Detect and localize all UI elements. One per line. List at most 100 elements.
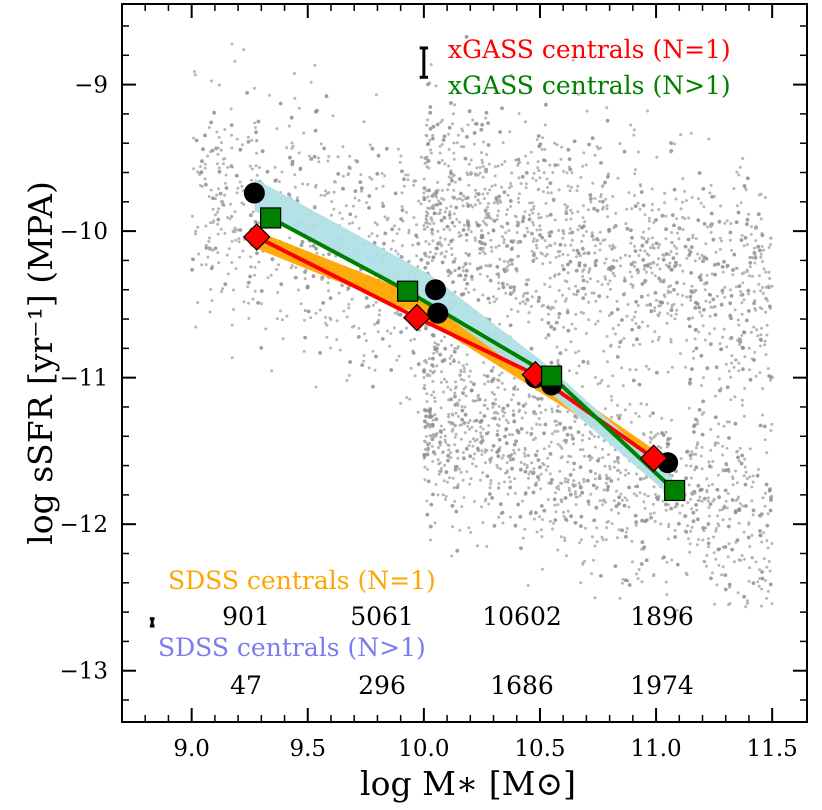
bg-point (290, 141, 294, 145)
bg-point (443, 210, 447, 214)
bg-point (737, 459, 741, 463)
bg-point (448, 476, 451, 480)
bg-point (622, 149, 627, 154)
bg-point (438, 240, 442, 244)
bg-point (486, 231, 490, 235)
bg-point (616, 403, 619, 407)
bg-point (290, 146, 294, 150)
bg-point (567, 287, 571, 291)
bg-point (360, 363, 365, 367)
bg-point (630, 235, 634, 240)
bg-point (767, 374, 772, 378)
bg-point (667, 522, 671, 526)
bg-point (664, 263, 668, 267)
bg-point (563, 203, 567, 207)
bg-point (431, 371, 435, 375)
bg-point (254, 126, 257, 130)
bg-point (720, 573, 724, 577)
bg-point (532, 258, 536, 262)
bg-point (408, 397, 412, 401)
bg-point (371, 384, 375, 389)
bg-point (191, 257, 195, 262)
bg-point (498, 130, 502, 134)
bg-point (636, 150, 640, 154)
bg-point (249, 265, 253, 269)
bg-point (467, 290, 471, 294)
bg-point (254, 130, 258, 135)
bg-point (480, 158, 484, 162)
bg-point (675, 608, 679, 612)
bg-point (500, 185, 504, 189)
bg-point (238, 147, 243, 152)
bg-point (428, 369, 432, 373)
bg-point (557, 316, 561, 319)
bg-point (532, 517, 536, 521)
bg-point (751, 581, 756, 585)
bg-point (768, 277, 772, 280)
bg-point (532, 467, 536, 471)
bg-point (751, 274, 754, 278)
bg-point (647, 367, 651, 371)
bg-point (594, 505, 599, 510)
bg-point (423, 478, 427, 482)
bg-point (556, 442, 560, 446)
bg-point (444, 470, 449, 475)
bg-point (437, 160, 441, 165)
bg-point (400, 191, 404, 195)
bg-point (570, 322, 574, 326)
bg-point (657, 495, 661, 499)
bg-point (506, 208, 509, 212)
bg-point (496, 454, 501, 459)
bg-point (629, 262, 634, 267)
bg-point (737, 521, 741, 525)
bg-point (468, 252, 471, 256)
bg-point (714, 365, 719, 370)
bg-point (229, 123, 234, 127)
bg-point (596, 319, 600, 323)
xgass-n1-point (242, 223, 271, 251)
bg-point (583, 454, 586, 458)
bg-point (763, 491, 767, 495)
bg-point (497, 373, 501, 377)
bg-point (725, 420, 729, 424)
bg-point (259, 346, 264, 350)
bg-point (689, 289, 694, 294)
bg-point (768, 243, 772, 247)
bg-point (574, 284, 578, 288)
bg-point (760, 233, 765, 238)
bg-point (450, 247, 453, 250)
bg-point (535, 238, 539, 242)
bg-point (683, 529, 687, 533)
bg-point (617, 511, 621, 515)
bg-point (717, 422, 721, 426)
bg-point (620, 366, 624, 370)
bg-point (545, 214, 549, 218)
sdss-nm-point (427, 302, 449, 324)
bg-point (649, 516, 653, 520)
bg-point (739, 201, 743, 205)
bg-point (689, 497, 693, 501)
bg-point (708, 332, 712, 336)
bg-point (508, 291, 512, 295)
bg-point (446, 188, 450, 192)
count-sdss-nm: 1686 (490, 671, 554, 700)
bg-point (460, 405, 464, 408)
bg-point (604, 500, 607, 504)
bg-point (553, 242, 557, 245)
bg-point (508, 199, 513, 203)
bg-point (530, 249, 534, 253)
bg-point (496, 412, 500, 415)
bg-point (467, 109, 472, 114)
bg-point (451, 476, 455, 480)
bg-point (237, 237, 241, 240)
bg-point (463, 370, 466, 374)
bg-point (453, 180, 457, 184)
bg-point (585, 280, 589, 284)
bg-point (587, 300, 591, 304)
bg-point (253, 86, 256, 90)
xgass-nm-point (260, 207, 282, 229)
bg-point (510, 466, 514, 471)
bg-point (219, 200, 223, 203)
x-tick-label: 11.5 (747, 736, 798, 762)
bg-point (346, 173, 350, 177)
